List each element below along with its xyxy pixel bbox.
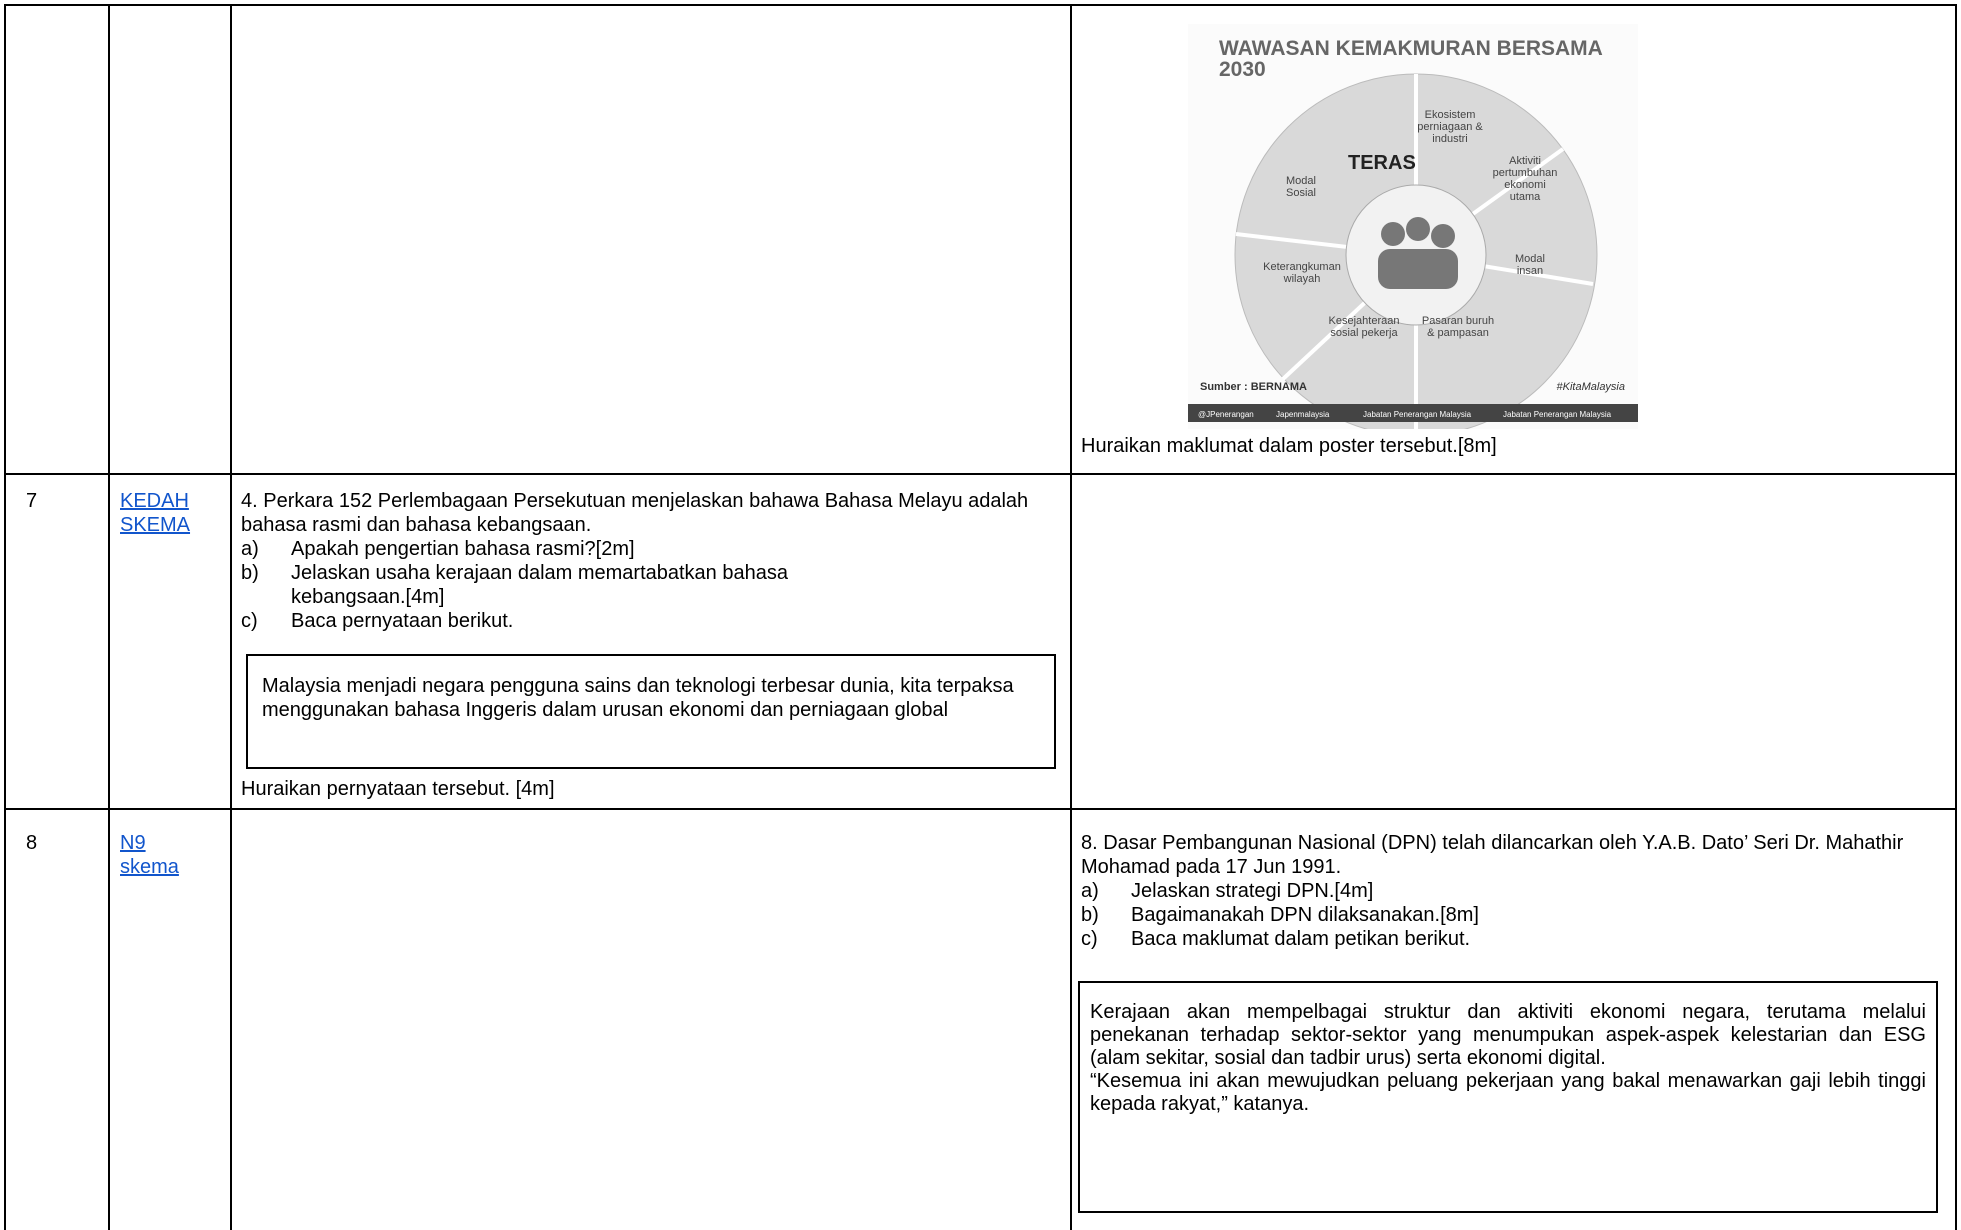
item: c) Baca maklumat dalam petikan berikut. xyxy=(1081,927,1941,951)
footer-item: Jabatan Penerangan Malaysia xyxy=(1363,410,1472,419)
border xyxy=(1955,4,1957,1230)
closing: Huraikan pernyataan tersebut. [4m] xyxy=(241,778,555,800)
segment-label: Keterangkuman xyxy=(1263,261,1341,273)
item: c) Baca pernyataan berikut. xyxy=(241,609,1041,633)
segment-label: Aktiviti xyxy=(1509,155,1541,167)
segment-label: Modal xyxy=(1515,253,1545,265)
row-number: 7 xyxy=(26,490,38,512)
marker: c) xyxy=(1081,928,1098,950)
border xyxy=(4,473,1957,475)
item-text: Jelaskan usaha kerajaan dalam memartabat… xyxy=(291,562,788,608)
poster-center: TERAS xyxy=(1348,152,1416,174)
item-text: Jelaskan strategi DPN.[4m] xyxy=(1131,880,1374,902)
border xyxy=(4,808,1957,810)
segment-label: wilayah xyxy=(1283,273,1321,285)
footer-item: Japenmalaysia xyxy=(1276,410,1330,419)
question: 4. Perkara 152 Perlembagaan Persekutuan … xyxy=(241,489,1041,633)
segment-label: perniagaan & xyxy=(1417,121,1483,133)
item: b) Bagaimanakah DPN dilaksanakan.[8m] xyxy=(1081,903,1941,927)
link[interactable]: N9 skema xyxy=(120,832,179,878)
marker: b) xyxy=(1081,904,1099,926)
quote-paragraph: “Kesemua ini akan mewujudkan peluang pek… xyxy=(1090,1070,1926,1115)
segment-label: Kesejahteraan xyxy=(1329,315,1400,327)
question: 8. Dasar Pembangunan Nasional (DPN) tela… xyxy=(1081,831,1941,951)
segment-label: Sosial xyxy=(1286,187,1316,199)
marker: a) xyxy=(241,538,259,560)
border xyxy=(230,4,232,1230)
poster-source: Sumber : BERNAMA xyxy=(1200,381,1307,393)
item-text: Baca maklumat dalam petikan berikut. xyxy=(1131,928,1471,950)
segment-label: sosial pekerja xyxy=(1330,327,1398,339)
segment-label: insan xyxy=(1517,265,1543,277)
quote-paragraph: Kerajaan akan mempelbagai struktur dan a… xyxy=(1090,1001,1926,1069)
poster-year: 2030 xyxy=(1219,58,1266,81)
segment-label: Ekosistem xyxy=(1425,109,1476,121)
border xyxy=(1070,4,1072,1230)
item: a) Jelaskan strategi DPN.[4m] xyxy=(1081,879,1941,903)
footer-item: @JPenerangan xyxy=(1198,410,1254,419)
quote: Malaysia menjadi negara pengguna sains d… xyxy=(262,675,1014,721)
item-text: Baca pernyataan berikut. xyxy=(291,610,514,632)
row-number: 8 xyxy=(26,832,38,854)
poster-footer-items: @JPenerangan Japenmalaysia Jabatan Pener… xyxy=(1198,410,1612,419)
border xyxy=(4,4,1957,6)
intro: 8. Dasar Pembangunan Nasional (DPN) tela… xyxy=(1081,832,1904,878)
border xyxy=(4,4,6,1230)
link[interactable]: KEDAH SKEMA xyxy=(120,490,191,536)
marker: c) xyxy=(241,610,258,632)
border xyxy=(108,4,110,1230)
marker: b) xyxy=(241,562,259,584)
poster: WAWASAN KEMAKMURAN BERSAMA 2030 TERAS Ek… xyxy=(1188,24,1638,429)
people-icon xyxy=(1378,217,1458,289)
segment-label: Modal xyxy=(1286,175,1316,187)
intro: 4. Perkara 152 Perlembagaan Persekutuan … xyxy=(241,490,1029,536)
segment-label: pertumbuhan xyxy=(1493,167,1558,179)
item: b) Jelaskan usaha kerajaan dalam memartab… xyxy=(241,561,891,609)
poster-title: WAWASAN KEMAKMURAN BERSAMA xyxy=(1219,37,1603,60)
footer-item: Jabatan Penerangan Malaysia xyxy=(1503,410,1612,419)
poster-footer xyxy=(1188,404,1638,422)
segment-label: utama xyxy=(1510,191,1541,203)
item-text: Bagaimanakah DPN dilaksanakan.[8m] xyxy=(1131,904,1479,926)
segment-label: industri xyxy=(1432,133,1467,145)
quote-box: Kerajaan akan mempelbagai struktur dan a… xyxy=(1078,981,1938,1213)
segment-label: Pasaran buruh xyxy=(1422,315,1494,327)
quote-box: Malaysia menjadi negara pengguna sains d… xyxy=(246,654,1056,769)
marker: a) xyxy=(1081,880,1099,902)
item-text: Apakah pengertian bahasa rasmi?[2m] xyxy=(291,538,635,560)
poster-hashtag: #KitaMalaysia xyxy=(1557,381,1625,393)
question: Huraikan maklumat dalam poster tersebut.… xyxy=(1081,435,1497,457)
item: a) Apakah pengertian bahasa rasmi?[2m] xyxy=(241,537,1041,561)
segment-label: & pampasan xyxy=(1427,327,1489,339)
segment-label: ekonomi xyxy=(1504,179,1546,191)
